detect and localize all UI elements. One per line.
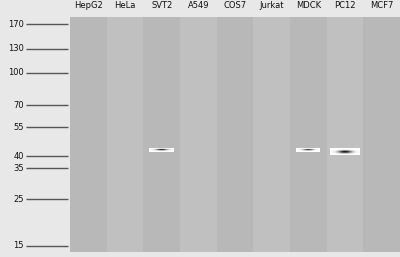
Text: A549: A549 — [188, 1, 209, 10]
Text: 55: 55 — [14, 123, 24, 132]
Bar — [143, 17, 180, 252]
Text: COS7: COS7 — [224, 1, 246, 10]
Text: 70: 70 — [13, 101, 24, 110]
Bar — [107, 17, 143, 252]
Text: 130: 130 — [8, 44, 24, 53]
Text: 35: 35 — [13, 164, 24, 173]
Text: 25: 25 — [14, 195, 24, 204]
Bar — [290, 17, 327, 252]
Bar — [327, 17, 363, 252]
Text: 170: 170 — [8, 20, 24, 29]
Text: MCF7: MCF7 — [370, 1, 393, 10]
Bar — [253, 17, 290, 252]
Text: SVT2: SVT2 — [151, 1, 172, 10]
Text: Jurkat: Jurkat — [260, 1, 284, 10]
Bar — [217, 17, 253, 252]
Text: 100: 100 — [8, 68, 24, 77]
Bar — [180, 17, 217, 252]
Bar — [363, 17, 400, 252]
Bar — [70, 17, 107, 252]
Text: PC12: PC12 — [334, 1, 356, 10]
Text: 40: 40 — [14, 152, 24, 161]
Text: 15: 15 — [14, 241, 24, 250]
Text: MDCK: MDCK — [296, 1, 321, 10]
Text: HeLa: HeLa — [114, 1, 136, 10]
Bar — [70, 17, 400, 252]
Text: HepG2: HepG2 — [74, 1, 103, 10]
Bar — [0, 0, 70, 257]
